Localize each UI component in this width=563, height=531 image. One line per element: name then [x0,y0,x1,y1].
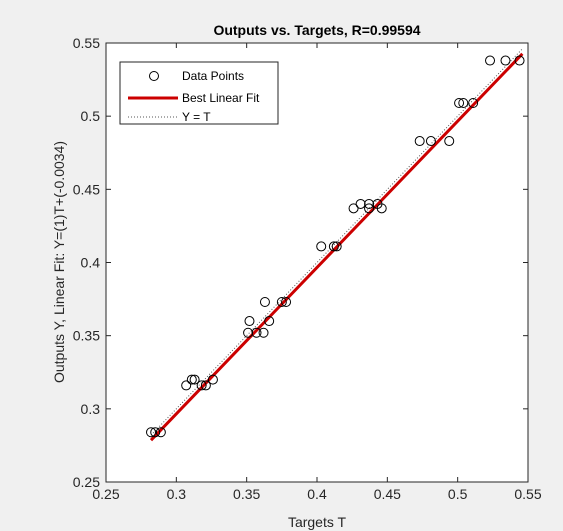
chart-title: Outputs vs. Targets, R=0.99594 [213,22,420,38]
data-point [146,427,157,438]
data-point [376,203,387,214]
data-point [251,327,262,338]
y-tick-label: 0.5 [81,108,101,124]
y-tick-label: 0.4 [81,255,101,271]
data-point [468,97,479,108]
legend-label-identity: Y = T [182,110,211,124]
x-tick-label: 0.55 [514,486,541,502]
data-point [458,97,469,108]
y-tick-label: 0.55 [73,35,100,51]
x-tick-label: 0.35 [233,486,260,502]
y-tick-label: 0.45 [73,181,100,197]
data-point [316,241,327,252]
x-tick-label: 0.4 [307,486,327,502]
data-point [259,297,270,308]
y-tick-label: 0.3 [81,401,101,417]
data-point [364,203,375,214]
axis-ticks: 0.25 0.3 0.35 0.4 0.45 0.5 0.55 0.25 0.3 0.35 0.4 0… [73,35,542,502]
legend-marker-data-points [149,71,159,81]
data-point [186,374,197,385]
data-point [155,427,166,438]
data-points [146,55,525,438]
x-tick-label: 0.3 [167,486,187,502]
data-point [244,316,255,327]
data-point [364,198,375,209]
data-point [348,203,359,214]
data-point [414,136,425,147]
x-tick-label: 0.5 [448,486,468,502]
data-point [196,380,207,391]
data-point [258,327,269,338]
data-point [425,136,436,147]
y-tick-label: 0.25 [73,474,100,490]
best-linear-fit-line [149,52,524,442]
data-point [485,55,496,66]
x-tick-label: 0.25 [92,486,119,502]
data-point [181,380,192,391]
data-point [444,136,455,147]
data-point [331,241,342,252]
x-axis-label: Targets T [288,514,347,530]
legend-box [119,61,279,125]
data-point [264,316,275,327]
data-point [514,55,525,66]
data-point [281,297,292,308]
data-point [189,374,200,385]
data-point [200,380,211,391]
legend-label-data-points: Data Points [182,69,244,83]
data-point [355,198,366,209]
x-tick-label: 0.45 [374,486,401,502]
data-point [243,327,254,338]
data-point [150,427,161,438]
data-point [454,97,465,108]
data-point [328,241,339,252]
data-point [207,374,218,385]
legend-label-best-linear-fit: Best Linear Fit [182,91,260,105]
y-axis-label: Outputs Y, Linear Fit: Y=(1)T+(-0.0034) [51,141,67,383]
data-point [276,297,287,308]
y-tick-label: 0.35 [73,328,100,344]
data-point [500,55,511,66]
legend: Data Points Best Linear Fit Y = T [119,61,279,125]
